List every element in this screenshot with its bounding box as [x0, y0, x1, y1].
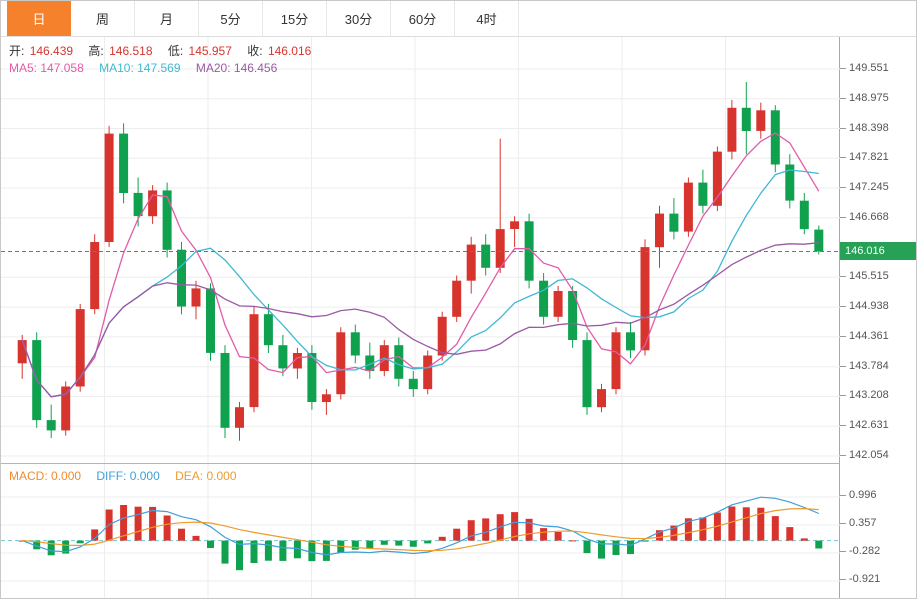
- price-axis: 146.016 149.551 148.975 148.398 147.821 147.…: [840, 37, 916, 463]
- macd-axis: 0.996 0.357 -0.282 -0.921: [839, 463, 916, 598]
- price-axis-label: 144.361: [840, 329, 889, 342]
- ma20-value: 146.456: [233, 61, 278, 75]
- low-value: 145.957: [188, 44, 232, 58]
- macd-axis-label: -0.921: [839, 573, 881, 585]
- tab-60min[interactable]: 60分: [391, 1, 455, 36]
- high-label: 高:: [88, 44, 104, 58]
- candlestick-chart-area[interactable]: 开: 146.439 高: 146.518 低: 145.957 收: 146.…: [1, 37, 840, 463]
- price-axis-label: 143.208: [840, 389, 889, 402]
- macd-canvas[interactable]: [1, 464, 840, 599]
- tab-5min[interactable]: 5分: [199, 1, 263, 36]
- price-axis-label: 149.551: [840, 62, 889, 74]
- low-label: 低:: [167, 44, 184, 58]
- diff-value: 0.000: [129, 469, 160, 483]
- dea-label: DEA:: [175, 469, 204, 483]
- ohlc-readout: 开: 146.439 高: 146.518 低: 145.957 收: 146.…: [9, 42, 323, 59]
- price-axis-label: 145.515: [840, 270, 889, 283]
- timeframe-tabbar: 日 周 月 5分 15分 30分 60分 4时: [1, 1, 916, 37]
- price-axis-label: 147.245: [840, 181, 889, 194]
- close-label: 收:: [247, 44, 263, 58]
- macd-value: 0.000: [51, 469, 82, 483]
- tab-month[interactable]: 月: [135, 1, 199, 36]
- price-axis-label: 148.975: [840, 91, 889, 104]
- macd-panel[interactable]: MACD: 0.000 DIFF: 0.000 DEA: 0.000: [1, 463, 840, 599]
- tab-week[interactable]: 周: [71, 1, 135, 36]
- close-value: 146.016: [267, 44, 312, 58]
- ma5-value: 147.058: [40, 61, 84, 75]
- open-value: 146.439: [29, 44, 74, 58]
- tab-day[interactable]: 日: [7, 1, 71, 36]
- price-axis-label: 144.938: [840, 300, 889, 313]
- price-axis-label: 146.668: [840, 210, 889, 223]
- ma-readout: MA5: 147.058 MA10: 147.569 MA20: 146.456: [9, 61, 277, 75]
- price-axis-label: 143.784: [840, 359, 889, 372]
- open-label: 开:: [9, 44, 25, 58]
- macd-label: MACD:: [9, 469, 48, 483]
- macd-readout: MACD: 0.000 DIFF: 0.000 DEA: 0.000: [9, 469, 237, 483]
- macd-axis-label: 0.357: [840, 517, 877, 529]
- tab-30min[interactable]: 30分: [327, 1, 391, 36]
- ma5-label: MA5:: [9, 61, 38, 75]
- price-axis-label: 148.398: [840, 121, 889, 134]
- diff-label: DIFF:: [96, 469, 127, 483]
- dea-value: 0.000: [206, 469, 237, 483]
- tab-4hour[interactable]: 4时: [455, 1, 519, 36]
- candlestick-canvas[interactable]: [1, 37, 840, 463]
- macd-axis-label: 0.996: [840, 489, 877, 501]
- ma20-label: MA20:: [195, 61, 231, 75]
- ma10-value: 147.569: [137, 61, 181, 75]
- current-price-tag: 146.016: [840, 242, 916, 261]
- price-axis-label: 147.821: [840, 151, 889, 164]
- ma10-label: MA10:: [99, 61, 134, 75]
- price-axis-label: 142.054: [840, 449, 889, 461]
- high-value: 146.518: [109, 44, 153, 58]
- tab-15min[interactable]: 15分: [263, 1, 327, 36]
- price-axis-label: 142.631: [840, 419, 889, 432]
- macd-axis-label: -0.282: [839, 545, 881, 557]
